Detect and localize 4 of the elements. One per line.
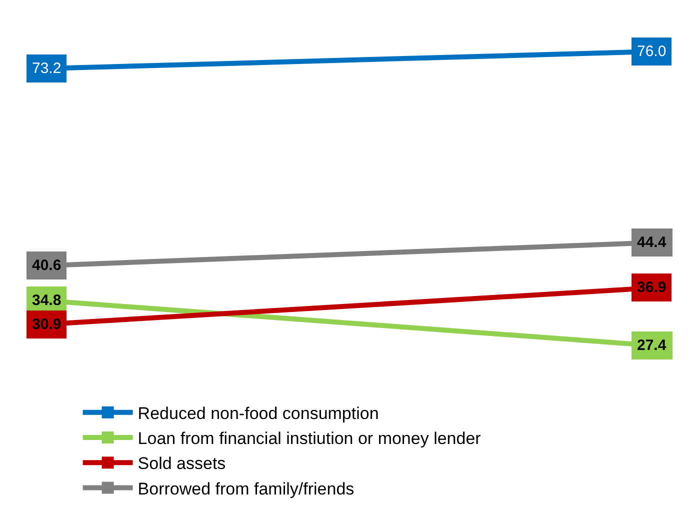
legend-label: Loan from financial instiution or money lender bbox=[138, 429, 482, 448]
legend-label: Borrowed from family/friends bbox=[138, 479, 354, 498]
legend-label: Sold assets bbox=[138, 454, 226, 474]
legend-label: Reduced non-food consumption bbox=[138, 404, 379, 424]
